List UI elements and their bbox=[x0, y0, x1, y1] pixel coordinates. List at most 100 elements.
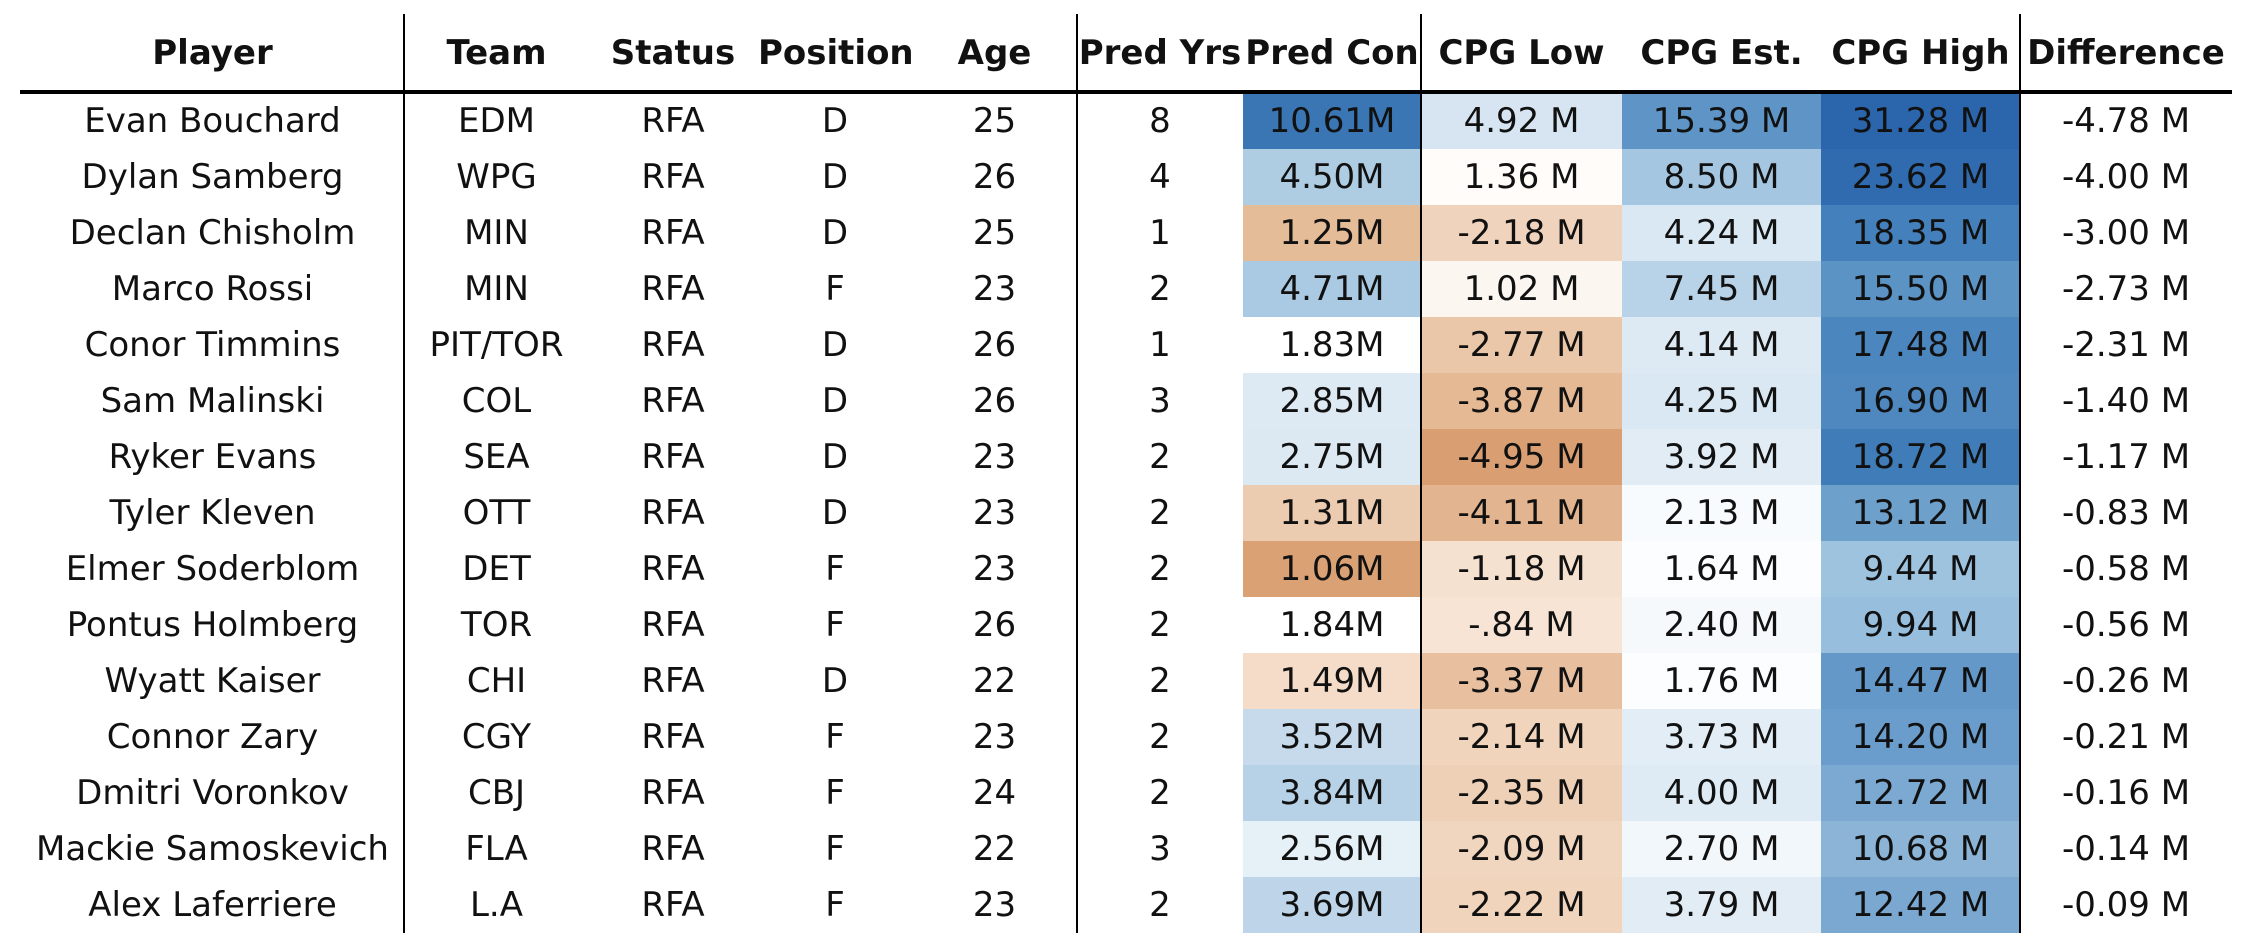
cell-cpg-high: 18.35 M bbox=[1821, 205, 2020, 261]
cell-cpg-high: 9.44 M bbox=[1821, 541, 2020, 597]
separator-after-player bbox=[403, 14, 405, 933]
column-header-cpg-est: CPG Est. bbox=[1640, 33, 1803, 73]
cell-player: Pontus Holmberg bbox=[66, 605, 359, 645]
cell-status: RFA bbox=[641, 213, 705, 253]
cell-difference: -4.00 M bbox=[2061, 157, 2191, 197]
cell-age: 22 bbox=[972, 661, 1017, 701]
cell-team: L.A bbox=[469, 885, 523, 925]
cell-player: Wyatt Kaiser bbox=[104, 661, 321, 701]
cell-cpg-low: -2.18 M bbox=[1421, 205, 1622, 261]
cell-cpg-est: 3.92 M bbox=[1622, 429, 1821, 485]
cell-pred-con: 4.50M bbox=[1243, 149, 1421, 205]
cell-team: CBJ bbox=[467, 773, 526, 813]
cell-position: D bbox=[821, 101, 849, 141]
cell-age: 23 bbox=[972, 549, 1017, 589]
cell-position: D bbox=[821, 213, 849, 253]
cell-cpg-low: -4.95 M bbox=[1421, 429, 1622, 485]
separator-after-pred-con bbox=[1420, 14, 1422, 933]
cell-pred-yrs: 3 bbox=[1149, 381, 1171, 421]
cell-position: D bbox=[821, 661, 849, 701]
cell-difference: -0.83 M bbox=[2061, 493, 2191, 533]
cell-position: F bbox=[825, 549, 845, 589]
cell-pred-yrs: 2 bbox=[1149, 717, 1171, 757]
cell-pred-yrs: 4 bbox=[1149, 157, 1171, 197]
cell-pred-con: 1.83M bbox=[1243, 317, 1421, 373]
cell-cpg-high: 23.62 M bbox=[1821, 149, 2020, 205]
column-header-player: Player bbox=[152, 33, 273, 73]
cell-team: OTT bbox=[462, 493, 531, 533]
separator-after-age bbox=[1076, 14, 1078, 933]
cell-team: EDM bbox=[458, 101, 535, 141]
cell-player: Conor Timmins bbox=[84, 325, 341, 365]
cell-cpg-est: 2.40 M bbox=[1622, 597, 1821, 653]
cell-team: WPG bbox=[456, 157, 537, 197]
cell-status: RFA bbox=[641, 885, 705, 925]
cell-cpg-low: -1.18 M bbox=[1421, 541, 1622, 597]
cell-pred-yrs: 3 bbox=[1149, 829, 1171, 869]
cell-cpg-low: 1.36 M bbox=[1421, 149, 1622, 205]
cell-team: TOR bbox=[460, 605, 533, 645]
cell-pred-con: 2.85M bbox=[1243, 373, 1421, 429]
cell-position: D bbox=[821, 325, 849, 365]
cell-age: 22 bbox=[972, 829, 1017, 869]
cell-pred-yrs: 2 bbox=[1149, 605, 1171, 645]
cell-cpg-high: 10.68 M bbox=[1821, 821, 2020, 877]
cell-cpg-est: 2.13 M bbox=[1622, 485, 1821, 541]
cell-pred-con: 2.75M bbox=[1243, 429, 1421, 485]
cell-player: Mackie Samoskevich bbox=[36, 829, 389, 869]
cell-player: Connor Zary bbox=[106, 717, 319, 757]
cell-pred-yrs: 8 bbox=[1149, 101, 1171, 141]
cell-pred-yrs: 2 bbox=[1149, 661, 1171, 701]
cell-cpg-low: -2.77 M bbox=[1421, 317, 1622, 373]
cell-cpg-low: -.84 M bbox=[1421, 597, 1622, 653]
cell-cpg-high: 31.28 M bbox=[1821, 93, 2020, 149]
cell-cpg-high: 17.48 M bbox=[1821, 317, 2020, 373]
cell-cpg-est: 4.00 M bbox=[1622, 765, 1821, 821]
cell-cpg-est: 3.79 M bbox=[1622, 877, 1821, 933]
cell-team: CGY bbox=[461, 717, 532, 757]
cell-age: 23 bbox=[972, 717, 1017, 757]
column-header-team: Team bbox=[446, 33, 547, 73]
cell-status: RFA bbox=[641, 325, 705, 365]
cell-difference: -2.73 M bbox=[2061, 269, 2191, 309]
cell-cpg-high: 9.94 M bbox=[1821, 597, 2020, 653]
cell-status: RFA bbox=[641, 381, 705, 421]
cell-age: 25 bbox=[972, 101, 1017, 141]
cell-cpg-est: 7.45 M bbox=[1622, 261, 1821, 317]
cell-team: PIT/TOR bbox=[429, 325, 564, 365]
cell-age: 24 bbox=[972, 773, 1017, 813]
header-rule bbox=[20, 90, 2232, 94]
cell-status: RFA bbox=[641, 605, 705, 645]
cell-pred-yrs: 2 bbox=[1149, 437, 1171, 477]
cell-cpg-low: -2.14 M bbox=[1421, 709, 1622, 765]
cell-difference: -1.17 M bbox=[2061, 437, 2191, 477]
cell-position: F bbox=[825, 605, 845, 645]
cell-pred-con: 4.71M bbox=[1243, 261, 1421, 317]
column-header-pred-yrs: Pred Yrs bbox=[1078, 33, 1242, 73]
cell-cpg-high: 12.72 M bbox=[1821, 765, 2020, 821]
cell-pred-yrs: 2 bbox=[1149, 269, 1171, 309]
cell-difference: -0.26 M bbox=[2061, 661, 2191, 701]
cell-difference: -4.78 M bbox=[2061, 101, 2191, 141]
cell-pred-con: 3.84M bbox=[1243, 765, 1421, 821]
cell-pred-con: 2.56M bbox=[1243, 821, 1421, 877]
cell-player: Evan Bouchard bbox=[84, 101, 341, 141]
cell-age: 26 bbox=[972, 605, 1017, 645]
cell-cpg-low: -2.09 M bbox=[1421, 821, 1622, 877]
cell-player: Tyler Kleven bbox=[109, 493, 316, 533]
separator-after-cpg-high bbox=[2019, 14, 2021, 933]
cell-team: MIN bbox=[464, 269, 529, 309]
cell-cpg-high: 14.47 M bbox=[1821, 653, 2020, 709]
cell-position: F bbox=[825, 773, 845, 813]
cell-cpg-est: 1.76 M bbox=[1622, 653, 1821, 709]
cell-age: 23 bbox=[972, 437, 1017, 477]
cell-pred-yrs: 1 bbox=[1149, 325, 1171, 365]
cell-pred-yrs: 2 bbox=[1149, 493, 1171, 533]
cell-cpg-est: 4.25 M bbox=[1622, 373, 1821, 429]
cell-pred-con: 1.25M bbox=[1243, 205, 1421, 261]
cell-player: Alex Laferriere bbox=[88, 885, 337, 925]
cell-difference: -3.00 M bbox=[2061, 213, 2191, 253]
cell-status: RFA bbox=[641, 269, 705, 309]
cell-position: D bbox=[821, 157, 849, 197]
cell-position: D bbox=[821, 381, 849, 421]
